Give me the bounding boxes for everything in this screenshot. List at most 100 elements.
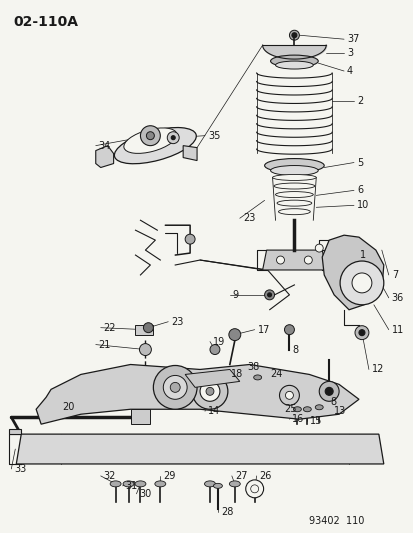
Circle shape bbox=[285, 391, 293, 399]
Circle shape bbox=[185, 234, 195, 244]
Ellipse shape bbox=[204, 481, 215, 487]
Text: 37: 37 bbox=[346, 34, 358, 44]
Polygon shape bbox=[135, 325, 153, 335]
Circle shape bbox=[192, 374, 227, 409]
Ellipse shape bbox=[213, 483, 222, 488]
Ellipse shape bbox=[270, 166, 318, 175]
Polygon shape bbox=[36, 365, 358, 424]
Circle shape bbox=[279, 385, 299, 405]
Text: 10: 10 bbox=[356, 200, 368, 211]
Circle shape bbox=[250, 485, 258, 493]
Circle shape bbox=[276, 256, 284, 264]
Text: 13: 13 bbox=[333, 406, 346, 416]
Ellipse shape bbox=[123, 128, 176, 154]
Ellipse shape bbox=[253, 375, 261, 380]
Polygon shape bbox=[95, 146, 113, 167]
Ellipse shape bbox=[293, 407, 301, 411]
Text: 30: 30 bbox=[139, 489, 151, 499]
Text: 18: 18 bbox=[230, 369, 242, 379]
Circle shape bbox=[315, 244, 323, 252]
Ellipse shape bbox=[315, 405, 323, 410]
Text: 93402  110: 93402 110 bbox=[309, 515, 364, 526]
Circle shape bbox=[318, 382, 338, 401]
Polygon shape bbox=[185, 369, 239, 387]
Circle shape bbox=[351, 273, 371, 293]
Text: 34: 34 bbox=[98, 141, 111, 151]
Circle shape bbox=[170, 382, 180, 392]
Text: 19: 19 bbox=[212, 337, 225, 346]
Text: 7: 7 bbox=[391, 270, 397, 280]
Ellipse shape bbox=[303, 407, 311, 411]
Circle shape bbox=[209, 345, 219, 354]
Ellipse shape bbox=[264, 158, 323, 173]
Text: 38: 38 bbox=[247, 362, 259, 373]
Text: 1: 1 bbox=[359, 250, 365, 260]
Text: 25: 25 bbox=[284, 404, 296, 414]
Circle shape bbox=[167, 132, 179, 144]
Circle shape bbox=[264, 290, 274, 300]
Text: 20: 20 bbox=[62, 402, 74, 412]
Text: 16: 16 bbox=[292, 414, 304, 424]
Text: 14: 14 bbox=[207, 406, 220, 416]
Circle shape bbox=[199, 382, 219, 401]
Ellipse shape bbox=[123, 481, 134, 487]
Polygon shape bbox=[321, 235, 383, 310]
Text: 15: 15 bbox=[310, 416, 322, 426]
Circle shape bbox=[171, 136, 175, 140]
Circle shape bbox=[284, 325, 294, 335]
Circle shape bbox=[354, 326, 368, 340]
Circle shape bbox=[140, 126, 160, 146]
Text: 27: 27 bbox=[234, 471, 247, 481]
Ellipse shape bbox=[249, 481, 259, 487]
Ellipse shape bbox=[270, 55, 318, 67]
Text: 6: 6 bbox=[356, 185, 362, 196]
Text: 24: 24 bbox=[270, 369, 282, 379]
Polygon shape bbox=[16, 434, 383, 464]
Text: 9: 9 bbox=[232, 290, 238, 300]
Circle shape bbox=[304, 256, 311, 264]
Circle shape bbox=[245, 480, 263, 498]
Text: 23: 23 bbox=[171, 317, 183, 327]
Ellipse shape bbox=[272, 174, 316, 181]
Circle shape bbox=[267, 293, 271, 297]
Circle shape bbox=[358, 330, 364, 336]
Circle shape bbox=[228, 329, 240, 341]
Ellipse shape bbox=[275, 191, 313, 198]
Ellipse shape bbox=[154, 481, 165, 487]
Ellipse shape bbox=[135, 481, 145, 487]
Circle shape bbox=[146, 132, 154, 140]
Text: 35: 35 bbox=[207, 131, 220, 141]
Text: 8: 8 bbox=[292, 344, 298, 354]
Text: 3: 3 bbox=[346, 48, 352, 58]
Text: 02-110A: 02-110A bbox=[13, 15, 78, 29]
Text: 4: 4 bbox=[346, 66, 352, 76]
Text: 5: 5 bbox=[356, 158, 362, 167]
Text: 8: 8 bbox=[330, 397, 335, 407]
Ellipse shape bbox=[229, 481, 240, 487]
Text: 21: 21 bbox=[98, 340, 111, 350]
Polygon shape bbox=[9, 429, 21, 434]
Ellipse shape bbox=[114, 127, 196, 164]
Text: 33: 33 bbox=[14, 464, 26, 474]
Text: 12: 12 bbox=[371, 365, 383, 375]
Polygon shape bbox=[262, 250, 325, 270]
Text: 31: 31 bbox=[125, 481, 138, 491]
Text: 32: 32 bbox=[103, 471, 116, 481]
Circle shape bbox=[291, 33, 296, 38]
Ellipse shape bbox=[275, 61, 313, 69]
Text: 11: 11 bbox=[391, 325, 403, 335]
Polygon shape bbox=[183, 146, 197, 160]
Circle shape bbox=[325, 387, 332, 395]
Polygon shape bbox=[130, 409, 150, 424]
Circle shape bbox=[339, 261, 383, 305]
Text: 29: 29 bbox=[163, 471, 175, 481]
Text: 22: 22 bbox=[103, 322, 116, 333]
Text: 26: 26 bbox=[259, 471, 271, 481]
Ellipse shape bbox=[276, 200, 311, 206]
Ellipse shape bbox=[273, 183, 314, 189]
Circle shape bbox=[143, 322, 153, 333]
Circle shape bbox=[163, 375, 187, 399]
Circle shape bbox=[206, 387, 214, 395]
Text: 2: 2 bbox=[356, 96, 362, 106]
Circle shape bbox=[139, 344, 151, 356]
